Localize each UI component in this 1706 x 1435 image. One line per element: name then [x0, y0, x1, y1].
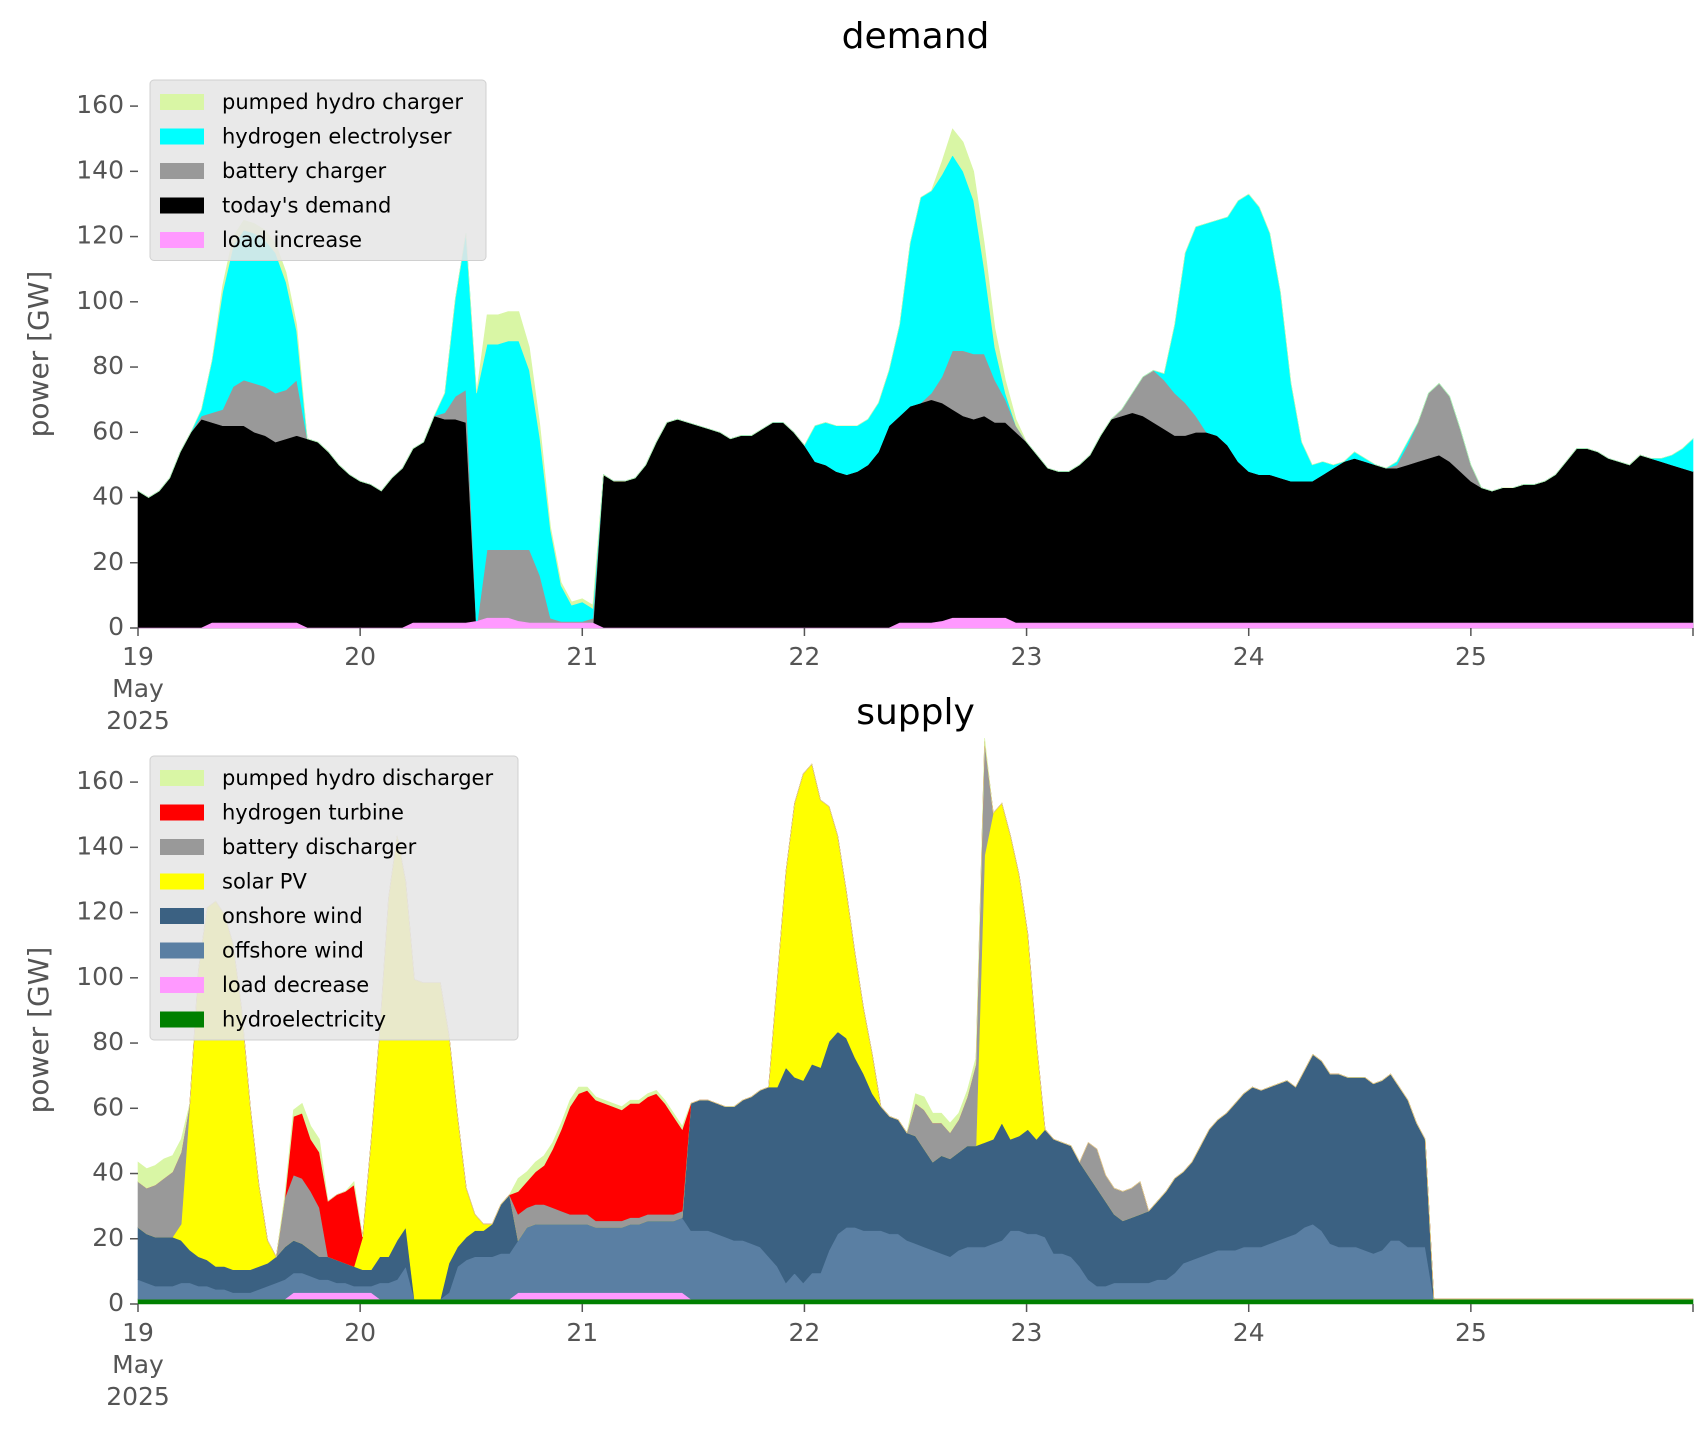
- x-tick-sublabel: May: [112, 674, 164, 703]
- legend-swatch-hydrogen-turbine: [160, 804, 204, 821]
- x-tick-label: 22: [789, 642, 821, 671]
- legend: pumped hydro charger hydrogen electrolyse…: [149, 79, 487, 261]
- legend-swatch-battery-charger: [160, 163, 204, 179]
- y-tick-label: 0: [108, 1288, 124, 1317]
- x-tick-label: 21: [566, 642, 598, 671]
- x-tick-label: 19: [122, 1318, 154, 1347]
- area-pumped-hydro-discharger: [137, 738, 1693, 1300]
- legend-label-today-s-demand: today's demand: [222, 194, 391, 218]
- legend-label-hydrogen-electrolyser: hydrogen electrolyser: [222, 125, 452, 149]
- legend-label-onshore-wind: onshore wind: [222, 904, 363, 928]
- area-layers: [137, 128, 1694, 629]
- x-tick-label: 20: [344, 1318, 376, 1347]
- y-tick-label: 140: [76, 831, 124, 860]
- x-tick-label: 24: [1233, 1318, 1265, 1347]
- legend-label-offshore-wind: offshore wind: [222, 939, 364, 963]
- chart-title-supply: supply: [856, 692, 975, 733]
- area-load-increase: [138, 617, 1694, 629]
- legend-label-solar-pv: solar PV: [222, 870, 307, 894]
- y-tick-label: 20: [92, 1223, 124, 1252]
- x-tick-label: 25: [1455, 1318, 1487, 1347]
- y-tick-label: 40: [92, 1158, 124, 1187]
- legend-swatch-hydroelectricity: [160, 1011, 204, 1028]
- legend-label-battery-discharger: battery discharger: [222, 835, 417, 859]
- x-tick-sublabel: May: [112, 1350, 164, 1379]
- y-tick-label: 80: [92, 1027, 124, 1056]
- x-tick-label: 25: [1455, 642, 1487, 671]
- legend-label-battery-charger: battery charger: [222, 159, 387, 183]
- y-tick-label: 60: [92, 1092, 124, 1121]
- y-tick-label: 80: [92, 351, 124, 380]
- legend-swatch-pumped-hydro-charger: [160, 94, 204, 110]
- y-axis-label: power [GW]: [22, 271, 55, 438]
- x-tick-sublabel: 2025: [106, 706, 170, 735]
- area-layers: [137, 738, 1694, 1305]
- area-hydroelectricity: [137, 1298, 1694, 1305]
- x-tick-label: 20: [344, 642, 376, 671]
- y-tick-label: 160: [76, 90, 124, 119]
- x-tick-label: 19: [122, 642, 154, 671]
- chart-panel-demand: demand power [GW] 0 20 40 60 80 100 120 140 160 19 M…: [22, 16, 1694, 735]
- x-tick-sublabel: 2025: [106, 1382, 170, 1411]
- y-tick-label: 100: [76, 286, 124, 315]
- x-tick-label: 21: [566, 1318, 598, 1347]
- legend-box: [149, 755, 519, 1041]
- y-tick-label: 40: [92, 482, 124, 511]
- y-tick-label: 60: [92, 416, 124, 445]
- legend-swatch-load-decrease: [160, 977, 204, 993]
- legend-swatch-solar-pv: [160, 873, 204, 890]
- legend-swatch-today-s-demand: [160, 197, 204, 214]
- chart-title-demand: demand: [842, 16, 990, 57]
- legend-label-hydrogen-turbine: hydrogen turbine: [222, 801, 404, 825]
- legend-label-hydroelectricity: hydroelectricity: [222, 1008, 386, 1032]
- legend-box: [149, 79, 487, 261]
- y-tick-label: 160: [76, 766, 124, 795]
- y-tick-label: 0: [108, 612, 124, 641]
- x-tick-label: 22: [789, 1318, 821, 1347]
- legend-swatch-onshore-wind: [160, 908, 204, 924]
- y-tick-label: 120: [76, 897, 124, 926]
- legend-swatch-load-increase: [160, 232, 204, 248]
- legend-label-load-increase: load increase: [222, 228, 362, 252]
- y-tick-label: 100: [76, 962, 124, 991]
- legend-label-pumped-hydro-charger: pumped hydro charger: [222, 90, 463, 114]
- y-tick-label: 120: [76, 221, 124, 250]
- y-tick-label: 140: [76, 155, 124, 184]
- legend-swatch-pumped-hydro-discharger: [160, 770, 204, 786]
- legend-swatch-offshore-wind: [160, 942, 204, 959]
- legend-label-load-decrease: load decrease: [222, 973, 369, 997]
- chart-panel-supply: supply power [GW] 0 20 40 60 80 100 120 140 160 19 M…: [22, 692, 1694, 1411]
- legend: pumped hydro discharger hydrogen turbine b…: [149, 755, 519, 1041]
- x-tick-label: 23: [1011, 642, 1043, 671]
- legend-swatch-hydrogen-electrolyser: [160, 128, 204, 145]
- x-tick-label: 24: [1233, 642, 1265, 671]
- legend-swatch-battery-discharger: [160, 839, 204, 855]
- x-tick-label: 23: [1011, 1318, 1043, 1347]
- y-axis-label: power [GW]: [22, 947, 55, 1114]
- y-tick-label: 20: [92, 547, 124, 576]
- area-pumped-hydro-charger: [137, 128, 1694, 609]
- legend-label-pumped-hydro-discharger: pumped hydro discharger: [222, 766, 493, 790]
